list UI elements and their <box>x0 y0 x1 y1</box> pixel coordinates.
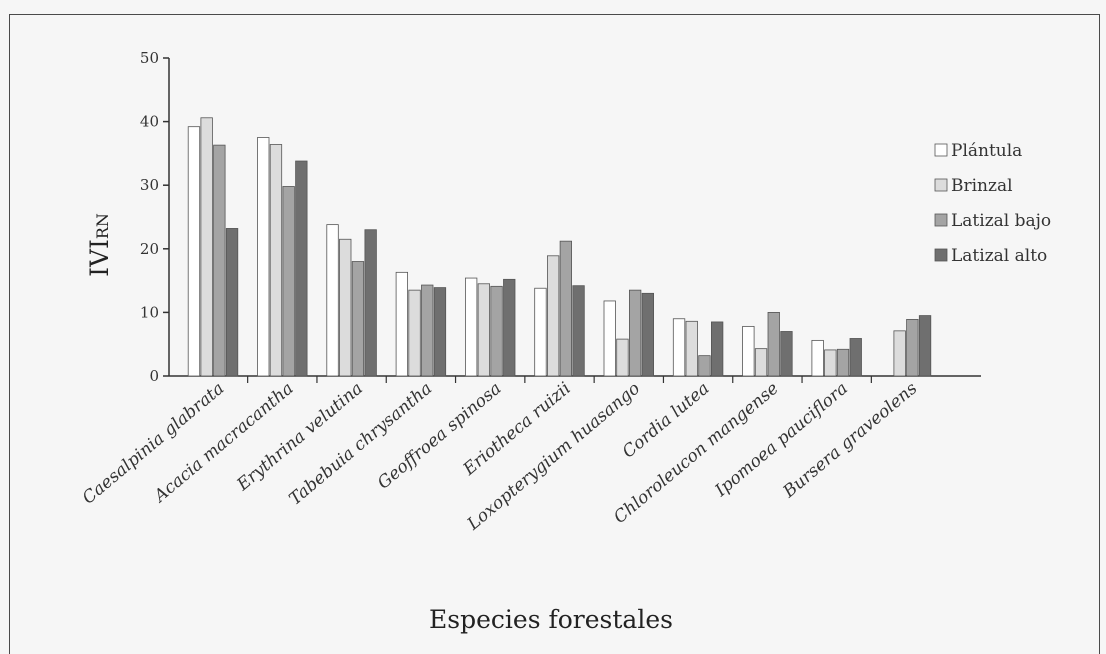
legend-swatch <box>934 248 948 262</box>
bar-latizal-alto <box>433 287 447 377</box>
y-tick-label: 20 <box>140 240 159 258</box>
y-tick-label: 0 <box>149 367 159 385</box>
bar-brinzal <box>408 289 421 377</box>
bar-plántula <box>742 325 755 377</box>
bar-latizal-bajo <box>282 186 295 377</box>
legend-label: Latizal bajo <box>951 211 1051 231</box>
bar-brinzal <box>547 255 560 377</box>
y-tick-label: 50 <box>140 49 159 67</box>
bar-latizal-alto <box>918 315 932 377</box>
bar-latizal-bajo <box>767 311 780 377</box>
category-label: Geoffroea spinosa <box>374 379 506 494</box>
x-axis <box>169 375 981 383</box>
bar-brinzal <box>477 283 491 377</box>
bar-plántula <box>187 126 201 377</box>
bar-plántula <box>603 300 616 377</box>
bar-latizal-alto <box>503 278 516 377</box>
legend-swatch <box>934 213 948 227</box>
bar-plántula <box>395 271 409 377</box>
legend-label: Brinzal <box>951 176 1013 196</box>
figure-frame <box>9 14 1100 654</box>
y-tick-label: 30 <box>140 176 159 194</box>
bar-latizal-bajo <box>629 289 642 377</box>
category-label: Erythrina velutina <box>233 379 367 496</box>
bar-latizal-bajo <box>559 240 572 377</box>
bar-latizal-bajo <box>698 355 711 377</box>
y-axis: 0 10 20 30 40 50 <box>140 49 170 385</box>
bar-latizal-alto <box>572 285 585 377</box>
bar-latizal-alto <box>295 160 308 377</box>
bar-latizal-bajo <box>421 284 434 377</box>
bar-plántula <box>257 137 270 377</box>
bar-plántula <box>464 277 478 377</box>
bar-plántula <box>326 224 339 377</box>
bar-latizal-bajo <box>906 318 919 377</box>
bar-latizal-alto <box>849 338 862 377</box>
bar-brinzal <box>269 144 283 377</box>
bar-brinzal <box>616 338 629 377</box>
bar-brinzal <box>893 330 906 377</box>
bar-latizal-bajo <box>490 285 503 377</box>
bar-latizal-alto <box>364 229 377 377</box>
bar-plántula <box>534 287 547 377</box>
y-axis-label-sub: RN <box>93 213 112 239</box>
legend-swatch <box>934 143 948 157</box>
legend-swatch <box>934 178 948 192</box>
category-label: Bursera graveolens <box>779 378 922 502</box>
bar-latizal-alto <box>641 292 654 377</box>
bar-latizal-bajo <box>351 261 365 377</box>
x-axis-label: Especies forestales <box>429 605 673 634</box>
y-tick-label: 10 <box>140 303 159 321</box>
bar-brinzal <box>824 349 837 377</box>
bar-plántula <box>672 318 686 377</box>
y-axis-label-main: IVI <box>85 239 114 277</box>
bar-brinzal <box>754 348 768 377</box>
category-label: Ipomoea pauciflora <box>711 379 852 502</box>
legend-label: Latizal alto <box>951 246 1047 266</box>
bar-latizal-bajo <box>836 348 850 377</box>
bar-latizal-bajo <box>213 144 226 377</box>
bar-latizal-alto <box>780 331 793 377</box>
bar-brinzal <box>339 238 352 377</box>
bar-latizal-alto <box>711 321 724 377</box>
bar-brinzal <box>685 320 698 377</box>
bars <box>187 117 932 377</box>
legend-label: Plántula <box>951 141 1022 161</box>
legend: Plántula Brinzal Latizal bajo Latizal alto <box>934 141 1051 266</box>
y-axis-label: IVIRN <box>85 213 114 277</box>
bar-plántula <box>811 339 824 377</box>
bar-latizal-alto <box>225 228 239 377</box>
y-tick-label: 40 <box>140 113 159 131</box>
bar-brinzal <box>200 117 213 377</box>
